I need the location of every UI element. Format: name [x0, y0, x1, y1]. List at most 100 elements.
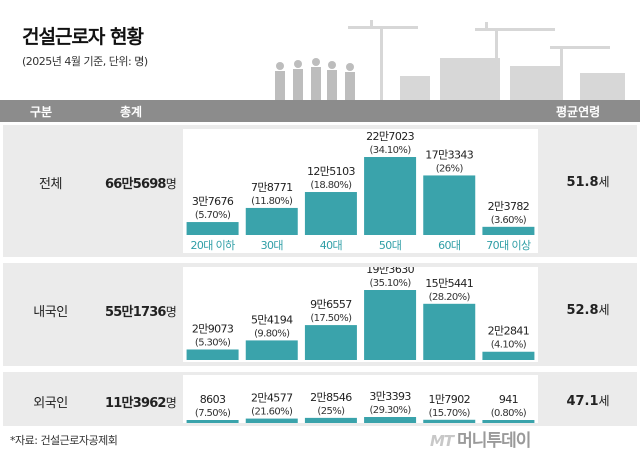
x-tick-label: 40대 — [320, 239, 342, 252]
row-total-unit: 명 — [165, 177, 177, 191]
bar — [423, 175, 476, 235]
share-label: (34.10%) — [370, 145, 412, 156]
share-label: (25%) — [317, 406, 345, 417]
page-title: 건설근로자 현황 — [22, 26, 144, 48]
table-header: 구분 총계 평균연령 — [0, 100, 640, 122]
row-label: 외국인 — [33, 396, 68, 411]
header-category: 구분 — [30, 105, 53, 119]
bar — [423, 303, 476, 360]
row-total-number: 66만5698 — [105, 177, 166, 192]
row-avg-age: 52.8세 — [538, 301, 638, 318]
row-avg-unit: 세 — [598, 175, 610, 189]
data-label: 22만7023 — [366, 130, 415, 143]
row-avg-number: 52.8 — [566, 303, 599, 318]
chart-foreign: 8603 (7.50%) 2만4577 (21.60%) 2만8546 (25%) 3만33… — [186, 390, 535, 423]
bar — [364, 290, 417, 360]
x-tick-label: 50대 — [379, 239, 401, 252]
header-avg-age: 평균연령 — [556, 105, 601, 119]
row-label: 내국인 — [33, 305, 68, 320]
row-total: 66만5698명 — [98, 173, 183, 192]
data-label: 12만5103 — [307, 165, 356, 178]
share-label: (3.60%) — [491, 215, 527, 226]
data-label: 15만5441 — [425, 277, 473, 290]
x-tick-label: 20대 이하 — [190, 238, 235, 252]
bar — [245, 340, 298, 360]
page-subtitle: (2025년 4월 기준, 단위: 명) — [22, 55, 148, 68]
bar — [482, 351, 535, 360]
bar — [364, 417, 417, 423]
share-label: (21.60%) — [251, 407, 293, 418]
row-avg-unit: 세 — [598, 394, 610, 408]
publisher-logo: MT 머니투데이 — [430, 426, 531, 451]
row-total-unit: 명 — [165, 305, 177, 319]
bar — [304, 325, 357, 360]
bar — [304, 192, 357, 235]
chart-foreign-box: 8603 (7.50%) 2만4577 (21.60%) 2만8546 (25%) 3만33… — [183, 375, 538, 423]
data-label: 3만3393 — [369, 390, 411, 403]
data-label: 2만9073 — [192, 322, 234, 335]
share-label: (0.80%) — [491, 408, 527, 419]
data-label: 2만3782 — [488, 200, 530, 213]
share-label: (29.30%) — [370, 405, 412, 416]
row-total: 55만1736명 — [98, 301, 183, 320]
share-label: (15.70%) — [429, 408, 471, 419]
bar — [245, 207, 298, 235]
share-label: (4.10%) — [491, 340, 527, 351]
data-label: 5만4194 — [251, 313, 293, 326]
row-avg-number: 51.8 — [566, 175, 599, 190]
bar — [304, 417, 357, 423]
row-avg-unit: 세 — [598, 303, 610, 317]
x-tick-label: 60대 — [438, 239, 460, 252]
share-label: (28.20%) — [429, 292, 471, 303]
data-label: 9만6557 — [310, 298, 352, 311]
construction-skyline-illustration — [275, 20, 625, 100]
panel-all: 전체 66만5698명 51.8세 3만7676 (5.70%) 20대 이하 7만8… — [3, 125, 637, 257]
row-avg-number: 47.1 — [566, 394, 599, 409]
data-label: 8603 — [200, 393, 226, 406]
data-label: 2만2841 — [488, 325, 530, 338]
share-label: (26%) — [436, 163, 464, 174]
data-label: 1만7902 — [428, 393, 470, 406]
share-label: (5.30%) — [195, 337, 231, 348]
bar — [186, 222, 239, 235]
data-label: 941 — [499, 393, 518, 406]
row-total-unit: 명 — [165, 396, 177, 410]
chart-domestic-box: 2만9073 (5.30%) 5만4194 (9.80%) 9만6557 (17.50%)… — [183, 263, 538, 362]
bar — [482, 420, 535, 423]
chart-all-box: 3만7676 (5.70%) 20대 이하 7만8771 (11.80%) 30대 12만5… — [183, 129, 538, 253]
chart-domestic: 2만9073 (5.30%) 5만4194 (9.80%) 9만6557 (17.50%)… — [186, 263, 535, 360]
row-avg-age: 51.8세 — [538, 173, 638, 190]
chart-all: 3만7676 (5.70%) 20대 이하 7만8771 (11.80%) 30대 12만5… — [186, 130, 535, 252]
data-label: 2만8546 — [310, 391, 352, 404]
share-label: (9.80%) — [254, 328, 290, 339]
row-total-number: 11만3962 — [105, 396, 166, 411]
data-label: 19만3630 — [366, 267, 415, 276]
data-label: 3만7676 — [192, 195, 234, 208]
bar — [423, 419, 476, 423]
row-total-number: 55만1736 — [105, 305, 166, 320]
source-note: *자료: 건설근로자공제회 — [10, 434, 118, 447]
share-label: (5.70%) — [195, 210, 231, 221]
bar — [364, 157, 417, 235]
bar — [482, 226, 535, 235]
logo-mark: MT — [430, 432, 454, 450]
row-total: 11만3962명 — [98, 392, 183, 411]
row-label: 전체 — [39, 177, 62, 192]
bar — [186, 420, 239, 423]
data-label: 2만4577 — [251, 392, 293, 405]
share-label: (11.80%) — [251, 196, 293, 207]
x-tick-label: 30대 — [261, 239, 283, 252]
x-tick-label: 70대 이상 — [486, 239, 531, 252]
share-label: (17.50%) — [310, 313, 352, 324]
header-total: 총계 — [120, 105, 143, 119]
row-avg-age: 47.1세 — [538, 392, 638, 409]
data-label: 7만8771 — [251, 181, 293, 194]
bar — [186, 349, 239, 360]
share-label: (7.50%) — [195, 408, 231, 419]
panel-domestic: 내국인 55만1736명 52.8세 2만9073 (5.30%) 5만4194 (9… — [3, 263, 637, 366]
bar — [245, 418, 298, 423]
logo-name: 머니투데이 — [457, 431, 531, 451]
panel-foreign: 외국인 11만3962명 47.1세 8603 (7.50%) 2만4577 (21.… — [3, 372, 637, 426]
share-label: (35.10%) — [370, 278, 412, 289]
share-label: (18.80%) — [310, 180, 352, 191]
